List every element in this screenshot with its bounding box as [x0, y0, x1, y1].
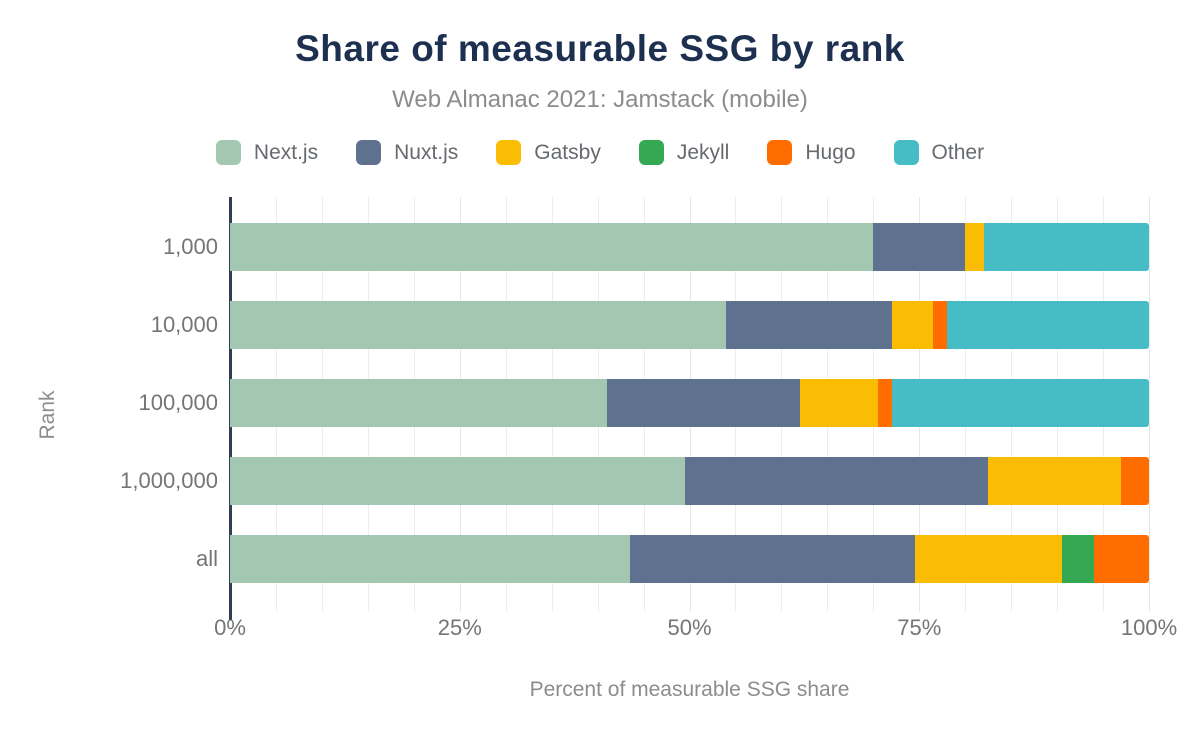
legend-label: Hugo [805, 140, 856, 164]
bar-segment-nuxtjs [873, 223, 966, 271]
legend-label: Gatsby [534, 140, 601, 164]
chart-title: Share of measurable SSG by rank [295, 28, 905, 69]
legend-label: Nuxt.js [394, 140, 459, 164]
bar-segment-nextjs [230, 457, 685, 505]
bar-segment-other [983, 223, 1149, 271]
x-tick-label: 75% [897, 615, 942, 640]
bar-segment-gatsby [965, 223, 984, 271]
bar-segment-other [946, 301, 1149, 349]
x-tick-label: 25% [437, 615, 482, 640]
x-axis-title: Percent of measurable SSG share [529, 678, 850, 701]
bar-segment-nuxtjs [629, 535, 915, 583]
bar-segment-hugo [1093, 535, 1149, 583]
bar-segment-nextjs [230, 223, 874, 271]
legend-swatch-icon [893, 140, 919, 165]
legend-item-nuxtjs: Nuxt.js [356, 140, 458, 165]
x-tick-label: 0% [214, 615, 246, 640]
bar-segment-jekyll [1061, 535, 1094, 583]
bar-segment-nuxtjs [606, 379, 800, 427]
legend-item-nextjs: Next.js [215, 140, 319, 165]
bar-segment-other [891, 379, 1149, 427]
y-tick-label: 10,000 [150, 312, 218, 337]
legend-swatch-icon [356, 140, 382, 165]
bar-row [230, 457, 1149, 505]
bar-segment-nuxtjs [726, 301, 892, 349]
bar-segment-hugo [1121, 457, 1149, 505]
bar-segment-nextjs [230, 301, 727, 349]
bar-row [230, 379, 1149, 427]
bar-segment-gatsby [891, 301, 933, 349]
legend-label: Other [931, 140, 985, 164]
y-tick-label: 1,000,000 [120, 468, 218, 493]
gridline [1149, 197, 1150, 612]
legend-label: Next.js [253, 140, 319, 164]
legend-item-gatsby: Gatsby [496, 140, 601, 165]
bar-segment-nuxtjs [684, 457, 989, 505]
plot-area: 0% 25% 50% 75% 100% [214, 197, 1177, 640]
legend-swatch-icon [638, 140, 664, 165]
bar-row [230, 223, 1149, 271]
y-tick-label: all [195, 546, 218, 571]
x-tick-label: 100% [1120, 615, 1178, 640]
legend: Next.js Nuxt.js Gatsby Jekyll Hugo Other [0, 140, 1200, 165]
bar-segment-nextjs [230, 379, 607, 427]
bar-segment-gatsby [914, 535, 1062, 583]
bar-segment-gatsby [988, 457, 1122, 505]
bar-segment-gatsby [799, 379, 878, 427]
bar-segment-hugo [933, 301, 947, 349]
bar-row [230, 301, 1149, 349]
x-tick-label: 50% [667, 615, 712, 640]
y-tick-label: 1,000 [162, 234, 218, 259]
legend-swatch-icon [496, 140, 522, 165]
legend-swatch-icon [215, 140, 241, 165]
legend-label: Jekyll [676, 140, 730, 164]
legend-item-jekyll: Jekyll [638, 140, 730, 165]
legend-item-hugo: Hugo [767, 140, 856, 165]
legend-item-other: Other [893, 140, 985, 165]
bar-row [230, 535, 1149, 583]
chart-subtitle: Web Almanac 2021: Jamstack (mobile) [392, 86, 808, 113]
y-tick-label: 100,000 [138, 390, 218, 415]
bar-segment-nextjs [230, 535, 630, 583]
legend-swatch-icon [767, 140, 793, 165]
bar-segment-hugo [877, 379, 892, 427]
